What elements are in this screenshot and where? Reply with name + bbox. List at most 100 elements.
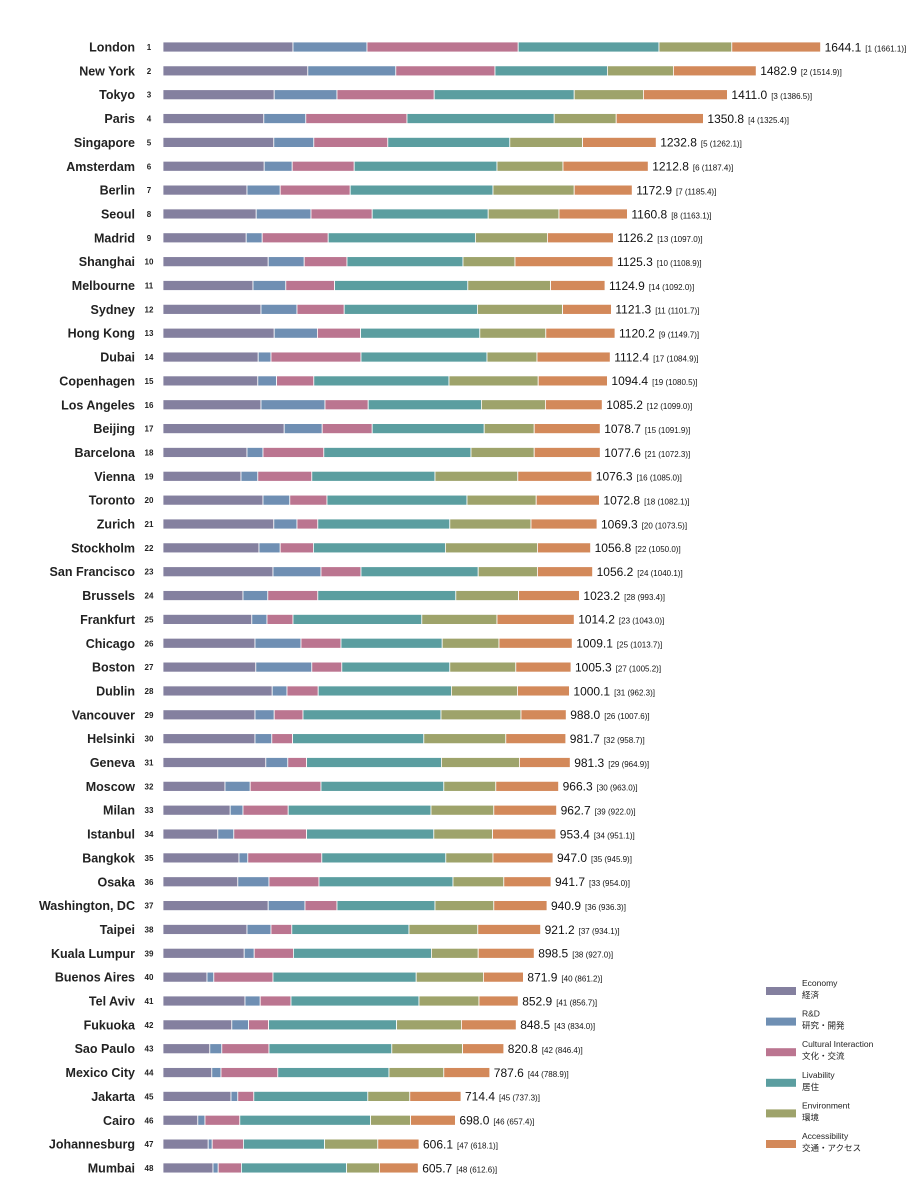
total-score: 1005.3 [575, 660, 612, 674]
city-rank: 6 [147, 162, 152, 171]
bar-segment-rnd [206, 971, 215, 983]
city-row: Vancouver 29 988.0 [26 (1007.6)] [72, 708, 650, 722]
bar-segment-rnd [271, 685, 288, 697]
total-score: 1125.3 [617, 255, 653, 269]
city-row: Fukuoka 42 848.5 [43 (834.0)] [84, 1018, 596, 1032]
previous-rank-score: [41 (856.7)] [556, 998, 597, 1007]
bar-segment-livability [312, 542, 446, 554]
bar-segment-environment [367, 1091, 411, 1102]
city-row: Singapore 5 1232.8 [5 (1262.1)] [74, 136, 742, 150]
bar-segment-accessibility [410, 1114, 456, 1126]
city-rank: 9 [147, 234, 152, 243]
bar-segment-livability [321, 852, 447, 864]
total-score: 1172.9 [636, 183, 672, 197]
city-row: Seoul 8 1160.8 [8 (1163.1)] [101, 207, 712, 221]
bar-segment-cultural [286, 685, 319, 697]
bar-segment-accessibility [519, 757, 571, 768]
bar-segment-economy [162, 590, 244, 601]
bar-segment-economy [162, 542, 260, 554]
legend-label: Environment [802, 1100, 850, 1110]
total-score: 1076.3 [596, 470, 633, 484]
city-name: Los Angeles [61, 398, 135, 412]
city-row: Chicago 26 1009.1 [25 (1013.7)] [86, 637, 663, 651]
total-score: 1014.2 [578, 613, 615, 627]
score-label: 1076.3 [16 (1085.0)] [596, 470, 682, 484]
bar-segment-rnd [246, 924, 272, 935]
city-row: Moscow 32 966.3 [30 (963.0)] [86, 780, 638, 794]
city-rank: 45 [145, 1092, 154, 1101]
total-score: 1056.8 [595, 541, 632, 555]
bar-segment-cultural [261, 232, 329, 244]
bar-segment-livability [292, 733, 425, 745]
bar-segment-economy [162, 1091, 232, 1102]
city-name: Melbourne [72, 279, 135, 293]
city-name: Stockholm [71, 541, 135, 555]
bar-segment-economy [162, 757, 267, 768]
bar-segment-economy [162, 852, 240, 864]
bar-segment-economy [162, 637, 256, 649]
bar-segment-accessibility [550, 280, 606, 291]
city-rank: 13 [145, 329, 154, 338]
city-row: Sao Paulo 43 820.8 [42 (846.4)] [75, 1042, 583, 1056]
bar-segment-livability [317, 685, 452, 697]
bar-segment-environment [440, 709, 522, 721]
city-name: Sao Paulo [75, 1042, 136, 1056]
bar-segment-accessibility [535, 494, 600, 506]
total-score: 1212.8 [652, 160, 689, 174]
bar-segment-economy [162, 89, 275, 101]
city-rank: 36 [145, 878, 154, 887]
bar-segment-rnd [254, 733, 273, 745]
bar-segment-accessibility [505, 733, 567, 745]
total-score: 698.0 [459, 1114, 489, 1128]
bar-segment-livability [317, 518, 451, 530]
bar-segment-rnd [244, 995, 261, 1007]
bar-segment-cultural [211, 1138, 244, 1150]
bar-segment-economy [162, 399, 262, 411]
bar-segment-economy [162, 1019, 233, 1031]
bar-segment-cultural [276, 375, 315, 387]
bar-segment-livability [287, 804, 432, 816]
bar-segment-livability [340, 637, 443, 649]
previous-rank-score: [28 (993.4)] [624, 593, 665, 602]
city-row: Dubai 14 1112.4 [17 (1084.9)] [100, 350, 698, 364]
city-row: San Francisco 23 1056.2 [24 (1040.1)] [50, 565, 683, 579]
score-label: 1014.2 [23 (1043.0)] [578, 613, 664, 627]
bar-segment-rnd [272, 566, 322, 578]
previous-rank-score: [10 (1108.9)] [657, 259, 702, 268]
city-row: Buenos Aires 40 871.9 [40 (861.2)] [55, 970, 602, 984]
score-label: 921.2 [37 (934.1)] [545, 923, 620, 937]
bar-segment-accessibility [478, 995, 519, 1007]
previous-rank-score: [46 (657.4)] [493, 1118, 534, 1127]
bar-segment-accessibility [518, 590, 580, 601]
city-rank: 38 [145, 925, 154, 934]
city-row: Tel Aviv 41 852.9 [41 (856.7)] [89, 994, 597, 1008]
city-rank: 23 [145, 568, 154, 577]
previous-rank-score: [47 (618.1)] [457, 1141, 498, 1150]
legend-swatch [766, 987, 796, 995]
city-name: Brussels [82, 589, 135, 603]
city-row: Dublin 28 1000.1 [31 (962.3)] [96, 684, 655, 698]
bar-segment-cultural [249, 780, 322, 792]
city-rank: 44 [145, 1069, 154, 1078]
bar-segment-accessibility [496, 614, 575, 625]
total-score: 1094.4 [611, 374, 648, 388]
bar-segment-cultural [320, 566, 362, 578]
total-score: 941.7 [555, 875, 585, 889]
city-rank: 17 [145, 425, 154, 434]
bar-segment-accessibility [533, 447, 601, 458]
city-name: Zurich [97, 518, 135, 532]
city-rank: 12 [145, 305, 154, 314]
city-name: Geneva [90, 756, 136, 770]
bar-segment-economy [162, 685, 273, 697]
bar-segment-rnd [207, 1138, 213, 1150]
city-rank: 18 [145, 448, 154, 457]
bar-segment-accessibility [582, 136, 657, 148]
bar-segment-economy [162, 780, 226, 792]
bar-segment-rnd [212, 1162, 219, 1174]
bar-segment-livability [240, 1162, 347, 1174]
score-label: 981.3 [29 (964.9)] [574, 756, 649, 770]
bar-segment-cultural [220, 1067, 279, 1078]
city-name: Boston [92, 661, 135, 675]
city-rank: 5 [147, 138, 152, 147]
previous-rank-score: [26 (1007.6)] [604, 712, 649, 721]
